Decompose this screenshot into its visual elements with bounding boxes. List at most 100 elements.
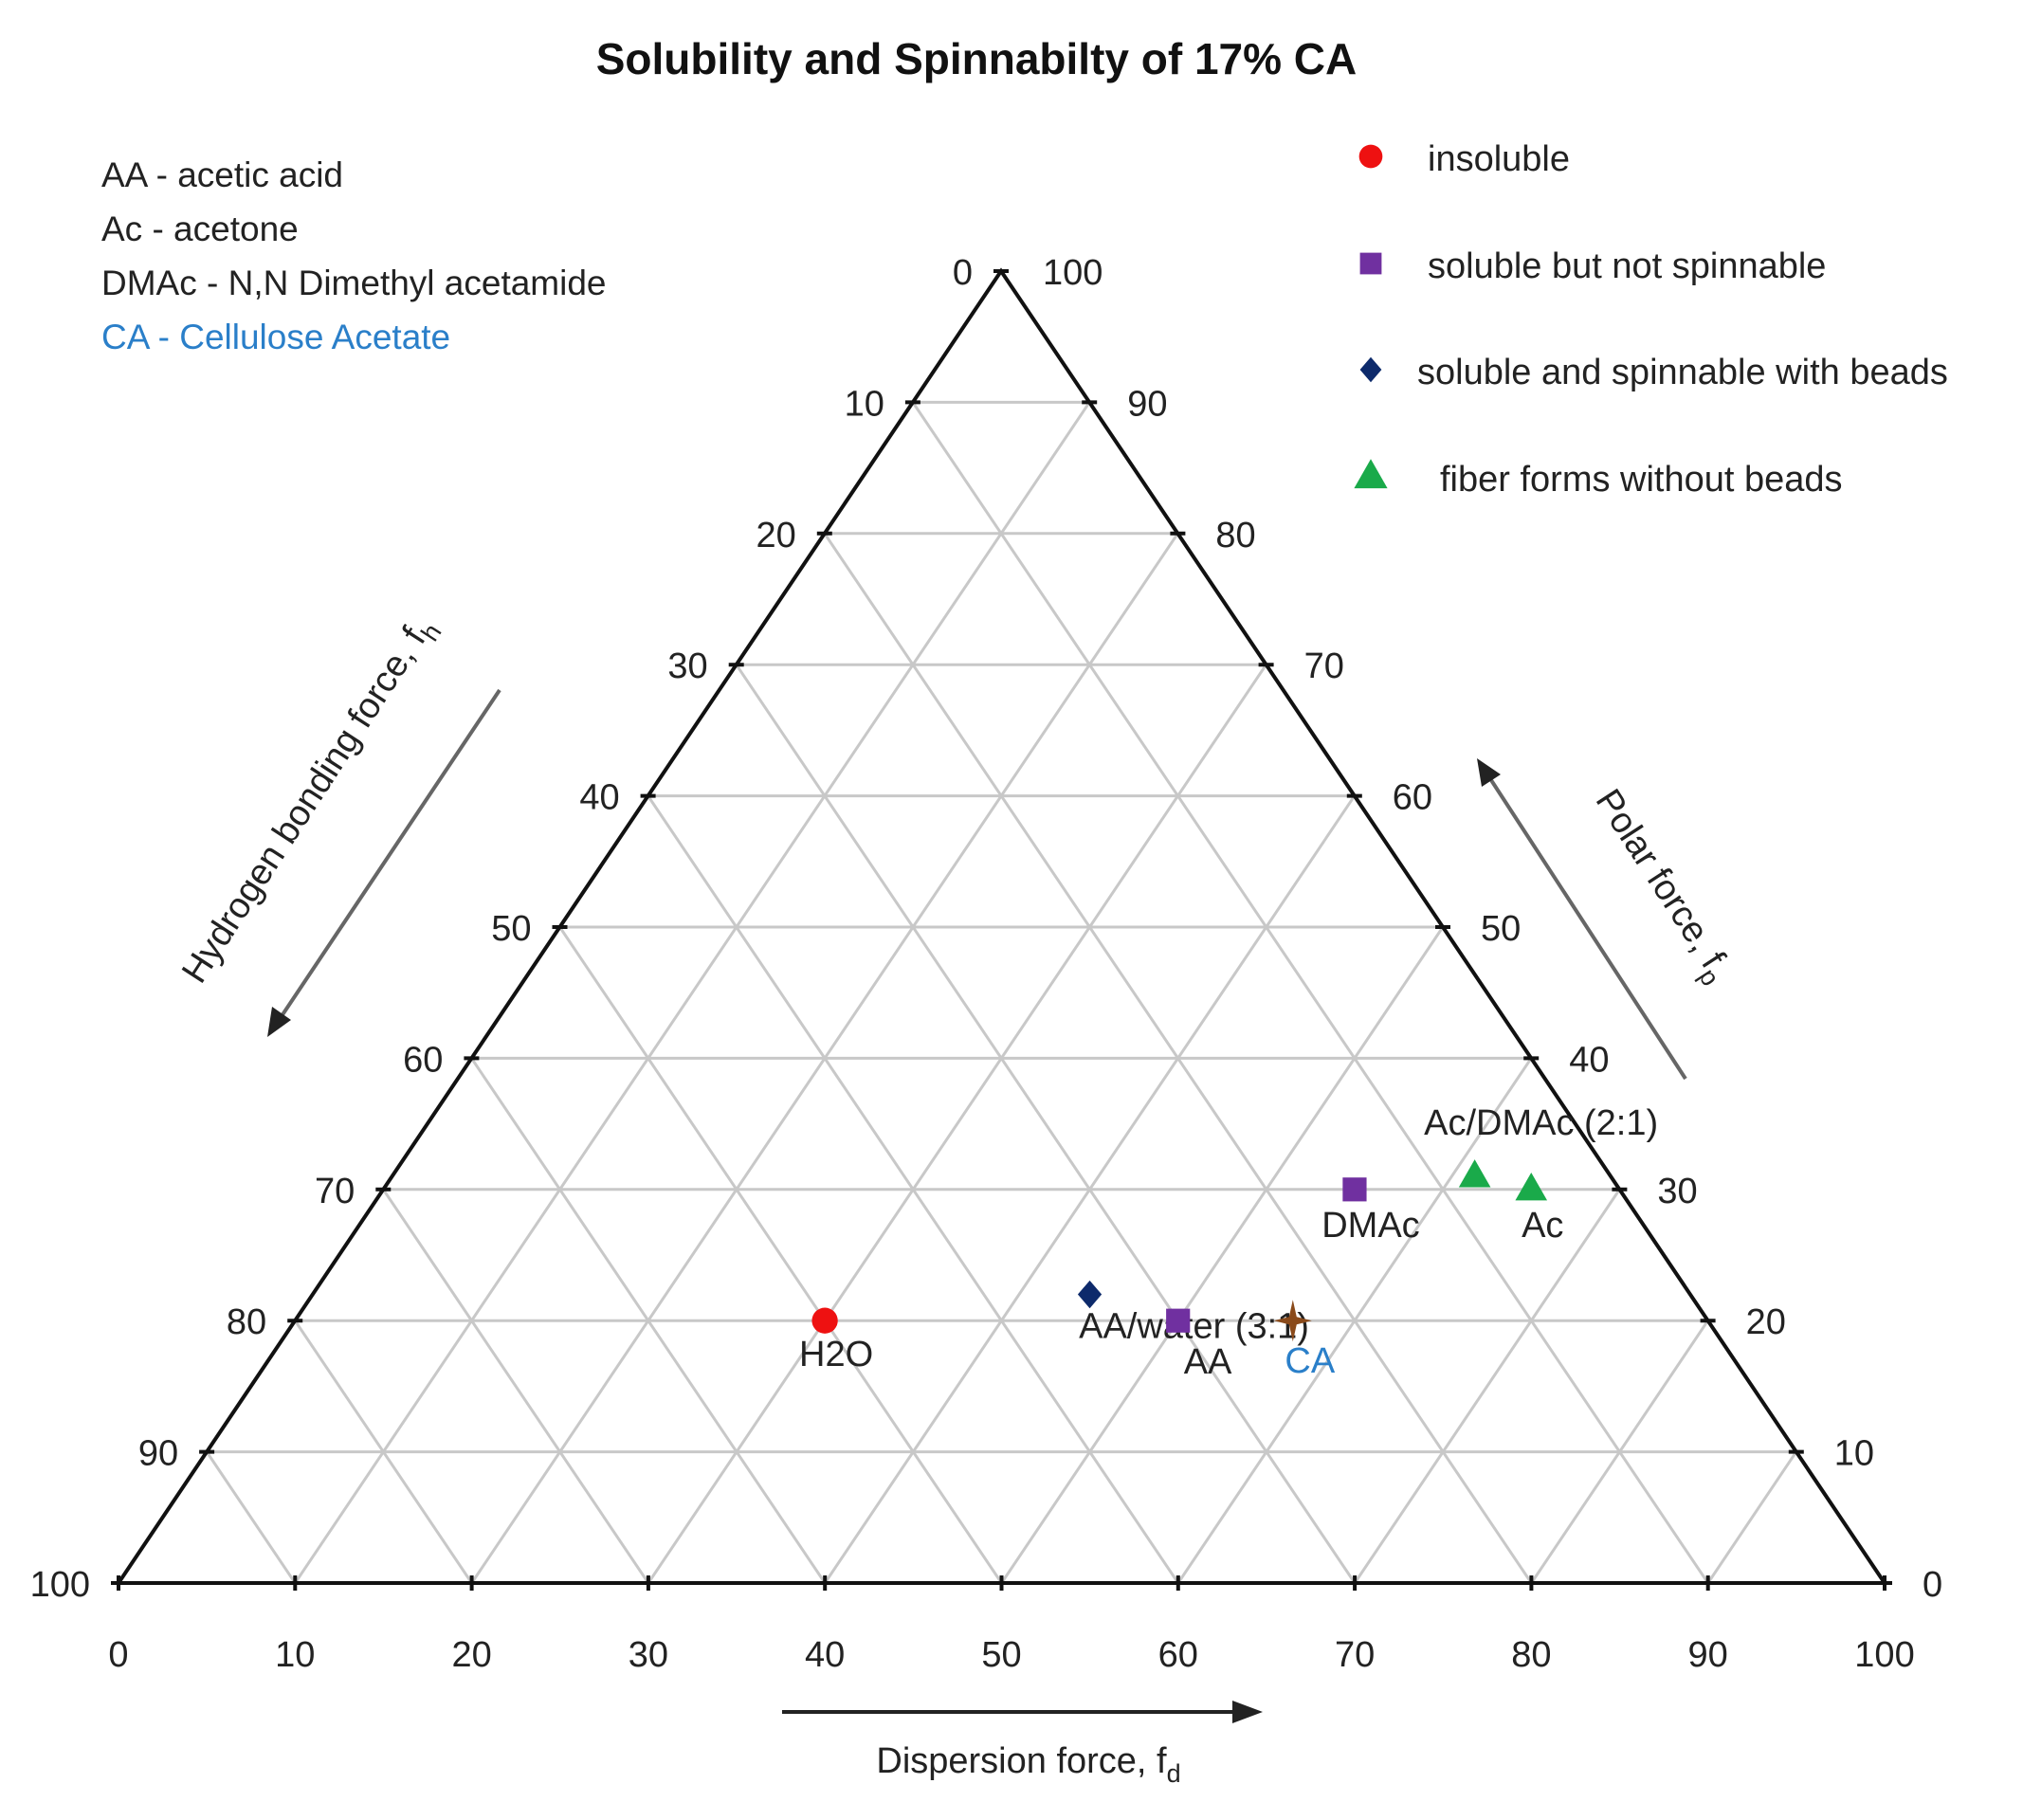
data-point-label: Ac xyxy=(1522,1206,1563,1246)
hydrogen-arrowhead xyxy=(267,1007,291,1037)
data-point-label: Ac/DMAc (2:1) xyxy=(1424,1103,1658,1143)
tick-label-fh: 90 xyxy=(138,1434,178,1474)
tick-label-fh: 70 xyxy=(315,1172,355,1211)
tick-label-fp: 20 xyxy=(1746,1302,1786,1342)
tick-label-fd: 40 xyxy=(805,1635,845,1675)
grid-line-fh-30 xyxy=(735,664,1357,1584)
tick-marks xyxy=(111,269,1892,1591)
legend-marker-circle xyxy=(1358,144,1383,169)
tick-label-fh: 40 xyxy=(579,778,619,818)
tick-label-fp: 80 xyxy=(1215,516,1255,555)
grid-line-fd-10 xyxy=(294,401,1091,1584)
dispersion-arrowhead xyxy=(1232,1701,1263,1723)
axis-title-dispersion: Dispersion force, fd xyxy=(876,1741,1180,1788)
tick-label-fp: 0 xyxy=(1923,1565,1942,1605)
legend-marker-square xyxy=(1359,252,1382,275)
data-point-square xyxy=(1342,1177,1367,1202)
grid-line-fd-80 xyxy=(1530,1320,1709,1584)
data-points: H2O AA/water (3:1)AA DMAc Ac/DMAc (2:1) Ac CA xyxy=(799,1103,1658,1382)
data-point-triangle xyxy=(1458,1159,1491,1188)
tick-label-fp: 30 xyxy=(1657,1172,1697,1211)
tick-label-fd: 10 xyxy=(275,1635,315,1675)
tick-label-fd: 90 xyxy=(1688,1635,1728,1675)
abbreviation-item: DMAc - N,N Dimethyl acetamide xyxy=(101,264,607,302)
tick-label-fh: 100 xyxy=(30,1565,90,1605)
tick-label-fp: 50 xyxy=(1481,909,1521,949)
data-point-group: Ac/DMAc (2:1) xyxy=(1424,1103,1658,1188)
data-point-label: AA/water (3:1) xyxy=(1079,1307,1309,1347)
grid-line-fh-50 xyxy=(558,926,1003,1584)
data-point-group: DMAc xyxy=(1321,1177,1420,1246)
data-point-label: AA xyxy=(1184,1342,1232,1382)
tick-label-fd: 70 xyxy=(1335,1635,1375,1675)
legend-label: fiber forms without beads xyxy=(1440,460,1843,500)
tick-label-fp: 40 xyxy=(1569,1040,1609,1080)
legend: insoluble soluble but not spinnable solubl… xyxy=(1354,139,1948,500)
legend-label: soluble and spinnable with beads xyxy=(1417,353,1948,392)
tick-label-fd: 50 xyxy=(981,1635,1021,1675)
tick-label-fd: 100 xyxy=(1854,1635,1914,1675)
grid-line-fd-30 xyxy=(647,664,1267,1584)
grid-line-fh-80 xyxy=(293,1320,473,1584)
data-point-label: H2O xyxy=(799,1335,873,1374)
tick-label-fd: 30 xyxy=(629,1635,668,1675)
tick-label-fd: 0 xyxy=(108,1635,128,1675)
data-point-square xyxy=(1166,1308,1191,1333)
data-point-label: DMAc xyxy=(1321,1206,1419,1246)
tick-label-fp: 60 xyxy=(1393,778,1432,818)
axis-arrows xyxy=(267,688,1687,1723)
tick-label-fd: 20 xyxy=(451,1635,491,1675)
abbreviation-item: Ac - acetone xyxy=(101,209,299,248)
grid-line-fh-70 xyxy=(382,1188,650,1584)
grid-line-fh-60 xyxy=(470,1057,827,1584)
tick-label-fd: 80 xyxy=(1511,1635,1551,1675)
grid-line-fd-90 xyxy=(1706,1450,1798,1584)
legend-item: soluble but not spinnable xyxy=(1359,246,1826,286)
legend-item: insoluble xyxy=(1358,139,1570,179)
legend-item: soluble and spinnable with beads xyxy=(1359,353,1948,392)
legend-marker-triangle xyxy=(1354,459,1388,489)
data-point-group: CA xyxy=(1273,1300,1336,1381)
polar-direction-arrow xyxy=(1489,778,1687,1081)
legend-label: soluble but not spinnable xyxy=(1428,246,1826,286)
hydrogen-direction-arrow xyxy=(280,688,501,1018)
tick-label-fd: 60 xyxy=(1158,1635,1198,1675)
grid-lines xyxy=(205,400,1798,1584)
chart-title: Solubility and Spinnabilty of 17% CA xyxy=(596,34,1358,83)
tick-label-fh: 10 xyxy=(845,384,884,424)
tick-label-fh: 30 xyxy=(667,646,707,686)
axis-title-dispersion-sub: d xyxy=(1167,1759,1181,1788)
data-point-circle xyxy=(811,1307,838,1334)
data-point-group: Ac xyxy=(1515,1172,1563,1246)
tick-label-fh: 50 xyxy=(491,909,531,949)
tick-labels: 0 10 20 30 40 50 60 70 80 90 100010203040506070809… xyxy=(30,253,1943,1675)
abbreviation-list: AA - acetic acid Ac - acetone DMAc - N,N D… xyxy=(101,155,607,356)
tick-label-fh: 0 xyxy=(953,253,973,293)
abbreviation-item: CA - Cellulose Acetate xyxy=(101,318,450,356)
data-point-group: AA xyxy=(1166,1308,1232,1382)
data-point-label: CA xyxy=(1285,1341,1335,1381)
data-point-group: AA/water (3:1) xyxy=(1077,1280,1309,1347)
tick-label-fh: 60 xyxy=(403,1040,443,1080)
tick-label-fp: 100 xyxy=(1043,253,1103,293)
grid-line-fh-10 xyxy=(911,401,1709,1584)
tick-label-fh: 80 xyxy=(227,1302,266,1342)
axis-title-dispersion-main: Dispersion force, f xyxy=(876,1741,1167,1781)
data-point-star xyxy=(1273,1300,1312,1342)
polar-arrowhead xyxy=(1477,758,1501,787)
grid-line-fd-70 xyxy=(1353,1188,1621,1584)
tick-label-fp: 70 xyxy=(1304,646,1344,686)
tick-label-fp: 90 xyxy=(1127,384,1167,424)
tick-label-fh: 20 xyxy=(756,516,796,555)
tick-label-fp: 10 xyxy=(1834,1434,1874,1474)
data-point-triangle xyxy=(1515,1172,1548,1201)
legend-label: insoluble xyxy=(1428,139,1570,179)
abbreviation-item: AA - acetic acid xyxy=(101,155,343,194)
grid-line-fh-90 xyxy=(205,1450,297,1584)
legend-marker-diamond xyxy=(1359,356,1382,383)
grid-line-fd-60 xyxy=(1176,1057,1533,1584)
grid-line-fd-50 xyxy=(1000,926,1445,1584)
legend-item: fiber forms without beads xyxy=(1354,459,1843,500)
